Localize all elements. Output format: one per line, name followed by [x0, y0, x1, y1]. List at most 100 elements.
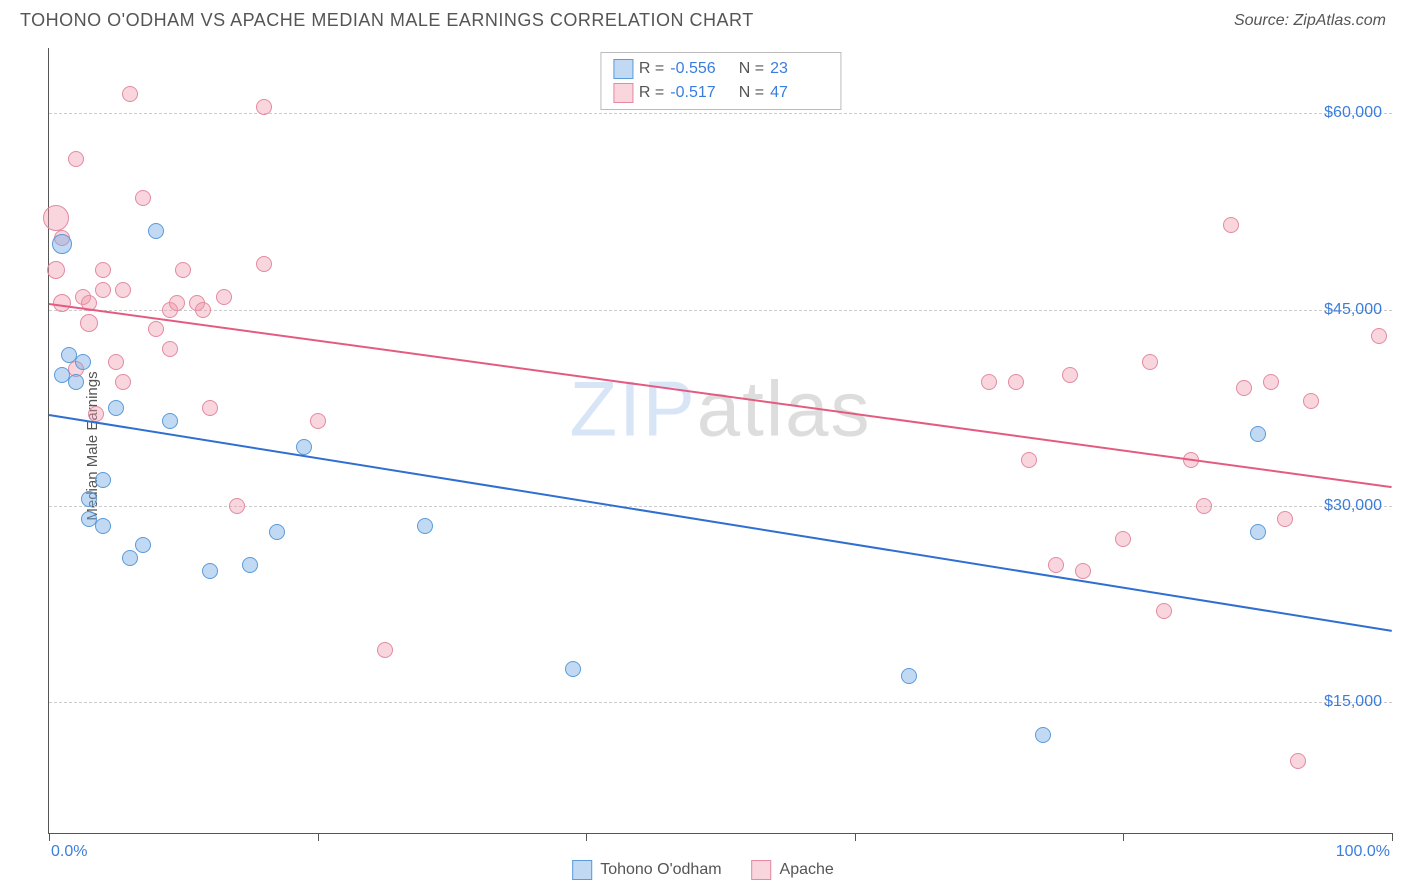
data-point [47, 261, 65, 279]
stat-r-value-1: -0.556 [670, 57, 728, 81]
data-point [122, 86, 138, 102]
data-point [108, 354, 124, 370]
gridline [49, 506, 1392, 507]
xtick [855, 833, 856, 841]
data-point [108, 400, 124, 416]
legend-item-1: Tohono O'odham [572, 860, 721, 880]
data-point [148, 223, 164, 239]
stat-n-label: N = [734, 81, 764, 105]
data-point [1250, 524, 1266, 540]
source-label: Source: ZipAtlas.com [1234, 12, 1386, 30]
data-point [216, 289, 232, 305]
data-point [122, 550, 138, 566]
data-point [1250, 426, 1266, 442]
data-point [95, 518, 111, 534]
data-point [195, 302, 211, 318]
xlabel-right: 100.0% [1336, 843, 1390, 861]
data-point [417, 518, 433, 534]
data-point [1196, 498, 1212, 514]
data-point [1303, 393, 1319, 409]
data-point [95, 282, 111, 298]
xlabel-left: 0.0% [51, 843, 87, 861]
legend-label-2: Apache [780, 861, 834, 879]
data-point [901, 668, 917, 684]
data-point [1156, 603, 1172, 619]
data-point [52, 234, 72, 254]
data-point [95, 472, 111, 488]
gridline [49, 702, 1392, 703]
data-point [162, 413, 178, 429]
data-point [377, 642, 393, 658]
watermark-atlas: atlas [697, 365, 872, 453]
data-point [75, 354, 91, 370]
scatter-chart: ZIPatlas R = -0.556 N = 23 R = -0.517 N … [48, 48, 1392, 834]
data-point [148, 321, 164, 337]
data-point [565, 661, 581, 677]
data-point [81, 491, 97, 507]
data-point [229, 498, 245, 514]
data-point [1021, 452, 1037, 468]
data-point [175, 262, 191, 278]
legend-bottom: Tohono O'odham Apache [572, 860, 834, 880]
data-point [242, 557, 258, 573]
ytick-label: $60,000 [1324, 104, 1382, 122]
stats-row-series2: R = -0.517 N = 47 [613, 81, 828, 105]
legend-item-2: Apache [752, 860, 834, 880]
trend-line [49, 303, 1392, 488]
data-point [981, 374, 997, 390]
ytick-label: $30,000 [1324, 497, 1382, 515]
data-point [1223, 217, 1239, 233]
data-point [1277, 511, 1293, 527]
data-point [256, 256, 272, 272]
swatch-series2 [613, 83, 633, 103]
data-point [310, 413, 326, 429]
data-point [1062, 367, 1078, 383]
xtick [49, 833, 50, 841]
ytick-label: $15,000 [1324, 693, 1382, 711]
xtick [318, 833, 319, 841]
chart-title: TOHONO O'ODHAM VS APACHE MEDIAN MALE EAR… [20, 10, 754, 31]
data-point [1048, 557, 1064, 573]
data-point [202, 400, 218, 416]
swatch-series1 [613, 59, 633, 79]
data-point [256, 99, 272, 115]
data-point [169, 295, 185, 311]
ytick-label: $45,000 [1324, 301, 1382, 319]
stat-n-value-2: 47 [770, 81, 828, 105]
data-point [80, 314, 98, 332]
xtick [1392, 833, 1393, 841]
trend-line [49, 414, 1392, 632]
gridline [49, 113, 1392, 114]
data-point [135, 190, 151, 206]
stats-legend-box: R = -0.556 N = 23 R = -0.517 N = 47 [600, 52, 841, 110]
stat-r-label: R = [639, 81, 664, 105]
xtick [586, 833, 587, 841]
stat-n-value-1: 23 [770, 57, 828, 81]
data-point [1290, 753, 1306, 769]
data-point [135, 537, 151, 553]
data-point [68, 374, 84, 390]
data-point [1236, 380, 1252, 396]
stat-n-label: N = [734, 57, 764, 81]
data-point [1142, 354, 1158, 370]
data-point [115, 374, 131, 390]
legend-label-1: Tohono O'odham [600, 861, 721, 879]
gridline [49, 310, 1392, 311]
stat-r-value-2: -0.517 [670, 81, 728, 105]
legend-swatch-2 [752, 860, 772, 880]
data-point [43, 205, 69, 231]
stat-r-label: R = [639, 57, 664, 81]
data-point [1263, 374, 1279, 390]
data-point [95, 262, 111, 278]
data-point [1371, 328, 1387, 344]
data-point [1075, 563, 1091, 579]
data-point [1115, 531, 1131, 547]
data-point [296, 439, 312, 455]
data-point [68, 151, 84, 167]
legend-swatch-1 [572, 860, 592, 880]
data-point [202, 563, 218, 579]
data-point [269, 524, 285, 540]
xtick [1123, 833, 1124, 841]
data-point [162, 341, 178, 357]
stats-row-series1: R = -0.556 N = 23 [613, 57, 828, 81]
